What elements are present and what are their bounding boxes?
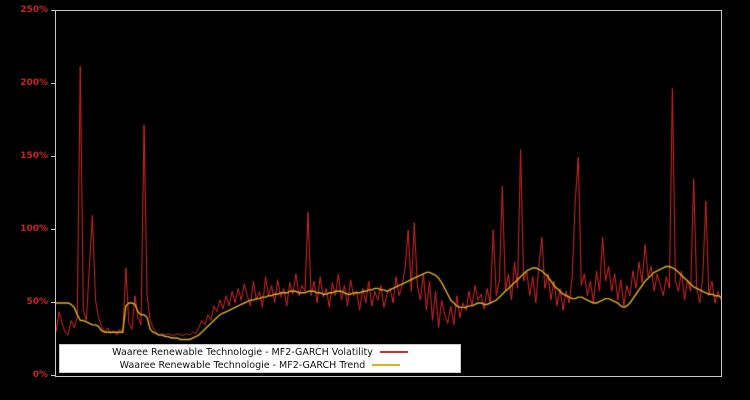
y-tick-label-150: 150% [20,151,48,161]
volatility-line-sample [379,351,408,353]
y-tick-label-50: 50% [26,297,48,307]
trend-line-sample [372,364,401,366]
legend: Waaree Renewable Technologie - MF2-GARCH… [59,344,461,373]
line-chart-canvas [56,11,721,376]
y-tick-mark [51,156,55,157]
legend-entry-trend: Waaree Renewable Technologie - MF2-GARCH… [60,359,460,372]
legend-label-volatility: Waaree Renewable Technologie - MF2-GARCH… [112,346,373,358]
y-tick-mark [51,229,55,230]
y-tick-label-200: 200% [20,78,48,88]
y-tick-label-250: 250% [20,5,48,15]
y-tick-label-0: 0% [32,370,48,380]
y-tick-mark [51,302,55,303]
y-tick-mark [51,83,55,84]
legend-label-trend: Waaree Renewable Technologie - MF2-GARCH… [119,359,366,371]
y-tick-label-100: 100% [20,224,48,234]
legend-entry-volatility: Waaree Renewable Technologie - MF2-GARCH… [60,346,460,359]
y-tick-mark [51,10,55,11]
y-tick-mark [51,375,55,376]
plot-area [55,10,722,377]
